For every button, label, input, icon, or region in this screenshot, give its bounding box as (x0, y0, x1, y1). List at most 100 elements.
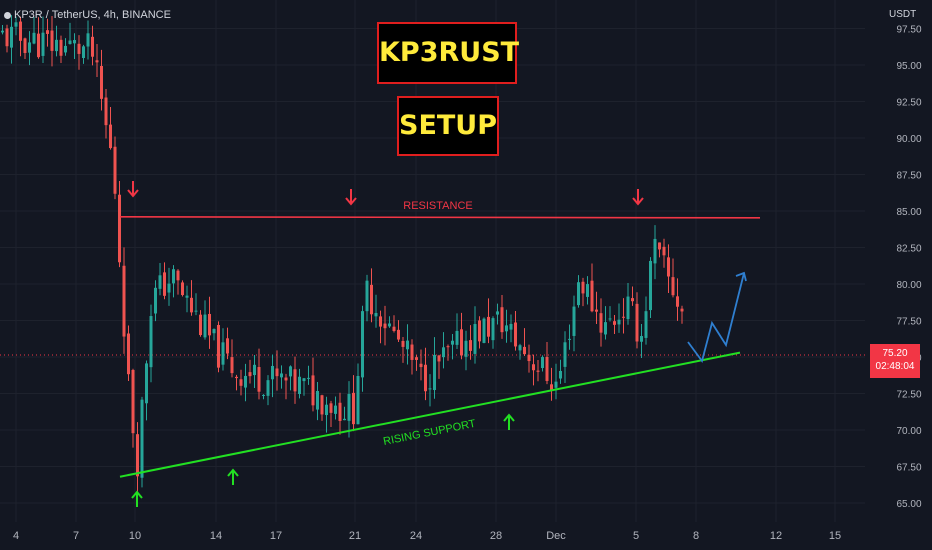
candle-body (212, 329, 216, 334)
candle-body (361, 311, 364, 378)
candle-body (208, 313, 211, 336)
candle-body (491, 318, 495, 341)
candle-body (419, 363, 423, 368)
candle-body (536, 370, 540, 372)
candle-body (248, 372, 252, 377)
candle-body (280, 373, 283, 378)
candle-body (239, 379, 243, 386)
candle-body (586, 284, 589, 297)
time-tick-label: 4 (13, 530, 19, 542)
support-line (119, 351, 741, 478)
candle-body (334, 405, 337, 414)
candle-body (311, 375, 315, 406)
candle-body (581, 281, 585, 294)
candle-body (554, 381, 558, 388)
candle-body (136, 434, 139, 477)
candle-body (604, 322, 607, 335)
projection-path (687, 272, 745, 364)
candle-body (514, 322, 517, 347)
candle-body (662, 246, 666, 256)
price-tick-label: 72.50 (896, 390, 921, 401)
candle-body (185, 295, 189, 298)
candle-body (176, 270, 180, 281)
resistance-arrow-down-icon (127, 181, 139, 198)
candle-body (365, 280, 369, 312)
candle-body (460, 329, 463, 356)
candle-body (437, 355, 441, 362)
candle-body (68, 40, 72, 45)
candle-body (518, 345, 522, 351)
candle-body (266, 380, 270, 396)
candle-body (541, 357, 544, 369)
candle-body (95, 60, 99, 63)
time-tick-label: 15 (829, 530, 841, 542)
symbol-header[interactable]: KP3R / TetherUS, 4h, BINANCE (4, 9, 171, 21)
candle-body (428, 388, 432, 390)
candle-body (613, 321, 616, 325)
candle-body (464, 340, 468, 357)
candle-body (257, 367, 261, 392)
candle-body (122, 265, 126, 337)
candle-body (59, 39, 63, 56)
candle-body (307, 377, 310, 379)
candle-body (505, 325, 508, 332)
candle-body (158, 275, 162, 289)
resistance-arrow-down-icon (345, 189, 357, 206)
candle-body (478, 320, 481, 342)
candle-body (217, 324, 220, 368)
price-tick-label: 90.00 (896, 134, 921, 145)
candle-body (41, 32, 45, 56)
candle-body (194, 310, 198, 312)
time-tick-label: 14 (210, 530, 222, 542)
candle-body (500, 307, 504, 333)
candle-body (680, 308, 684, 312)
candle-body (55, 39, 58, 52)
candle-body (433, 354, 436, 391)
price-unit-label: USDT (889, 9, 917, 20)
candle-body (149, 316, 153, 368)
candle-body (23, 38, 27, 54)
candle-body (356, 375, 360, 425)
price-tick-label: 97.50 (896, 25, 921, 36)
candle-body (415, 357, 418, 360)
candle-body (523, 346, 526, 355)
grid-lines (0, 0, 865, 522)
candle-body (653, 238, 657, 264)
candle-body (73, 40, 76, 44)
price-tick-label: 92.50 (896, 98, 921, 109)
candle-body (532, 364, 535, 371)
candle-body (104, 97, 108, 126)
candle-body (203, 314, 207, 338)
candle-body (658, 242, 661, 250)
candle-body (635, 303, 639, 342)
candle-body (127, 333, 130, 375)
candle-body (370, 284, 373, 315)
candle-body (46, 30, 49, 34)
time-tick-label: 5 (633, 530, 639, 542)
candle-body (10, 26, 13, 48)
candle-body (172, 269, 175, 284)
candle-body (626, 296, 630, 320)
candle-body (64, 45, 67, 53)
candle-body (181, 282, 184, 296)
candle-body (469, 340, 472, 351)
candle-body (235, 376, 238, 379)
candle-body (410, 344, 414, 360)
candle-body (253, 364, 256, 376)
candle-body (622, 316, 625, 318)
current-price-tag: 75.20 02:48:04 (870, 344, 920, 378)
price-tick-label: 70.00 (896, 426, 921, 437)
candle-body (577, 282, 580, 306)
candle-body (397, 329, 400, 340)
candle-body (392, 326, 396, 331)
title-box-kp3rust: KP3RUST (377, 22, 519, 84)
candle-body (221, 342, 225, 365)
candle-body (496, 311, 499, 315)
price-tick-label: 95.00 (896, 61, 921, 72)
candle-body (109, 124, 112, 149)
candle-body (190, 297, 193, 313)
time-tick-label: 24 (410, 530, 422, 542)
resistance-arrow-down-icon (632, 189, 644, 206)
candle-body (401, 340, 405, 347)
